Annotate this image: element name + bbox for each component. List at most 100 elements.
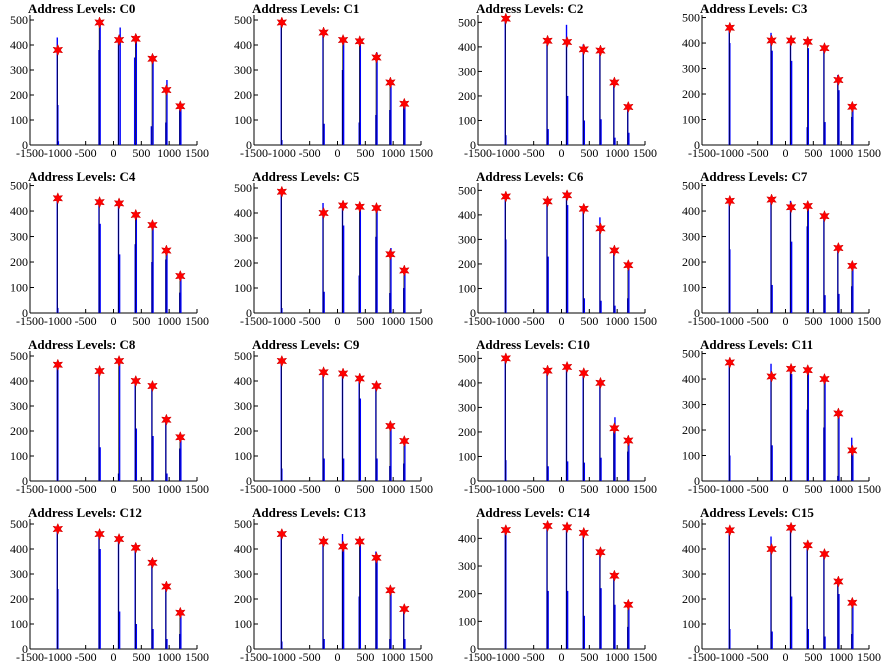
- peak-marker: [337, 367, 349, 380]
- peak-marker: [398, 264, 410, 277]
- chart-title: Address Levels: C15: [700, 505, 814, 520]
- chart-svg: Address Levels: C13 0 100 200 300 400 500 -1500…: [234, 505, 433, 664]
- peak-marker: [766, 542, 777, 556]
- x-tick-label: 500: [580, 146, 598, 160]
- y-tick-label: 400: [10, 542, 28, 556]
- peak-marker: [578, 526, 590, 540]
- x-tick-label: -1000: [268, 314, 296, 328]
- peak-marker: [174, 100, 186, 113]
- peak-marker: [846, 100, 858, 113]
- peak-marker: [113, 197, 125, 210]
- y-tick-label: 300: [458, 400, 476, 414]
- peak-marker: [174, 269, 186, 283]
- x-tick-label: 0: [111, 314, 117, 328]
- y-tick-label: 400: [234, 206, 252, 220]
- x-tick-label: -500: [747, 314, 769, 328]
- y-tick-label: 300: [458, 232, 476, 246]
- x-tick-label: 1500: [633, 146, 657, 160]
- x-tick-label: 0: [335, 146, 341, 160]
- peak-marker: [833, 73, 844, 87]
- peak-marker: [113, 354, 125, 368]
- y-tick-label: 500: [682, 179, 700, 193]
- y-tick-label: 500: [234, 181, 252, 195]
- chart-panel: Address Levels: C9 0 100 200 300 400 500 -1500-…: [224, 336, 448, 504]
- peak-marker: [52, 358, 64, 371]
- peak-marker: [724, 524, 736, 537]
- x-tick-label: 1500: [409, 650, 433, 664]
- x-tick-label: 0: [111, 146, 117, 160]
- y-tick-label: 0: [470, 642, 476, 656]
- x-tick-label: -1500: [464, 314, 492, 328]
- y-tick-label: 100: [458, 281, 476, 295]
- chart-svg: Address Levels: C10 0 100 200 300 400 500 -1500…: [458, 337, 657, 496]
- y-tick-label: 500: [458, 183, 476, 197]
- x-tick-label: 500: [356, 146, 374, 160]
- x-tick-label: -500: [299, 314, 321, 328]
- chart-panel: Address Levels: C12 0 100 200 300 400 500 -1500…: [0, 504, 224, 672]
- x-tick-label: 0: [335, 650, 341, 664]
- x-tick-label: -500: [75, 314, 97, 328]
- y-tick-label: 200: [682, 592, 700, 606]
- chart-panel: Address Levels: C1 0 100 200 300 400 500 -1500-…: [224, 0, 448, 168]
- x-tick-label: -1500: [16, 650, 44, 664]
- chart-panel: Address Levels: C5 0 100 200 300 400 500 -1500-…: [224, 168, 448, 336]
- x-tick-label: 1500: [857, 650, 881, 664]
- x-tick-label: 0: [559, 314, 565, 328]
- peak-marker: [147, 556, 158, 569]
- chart-panel: Address Levels: C4 0 100 200 300 400 500 -1500-…: [0, 168, 224, 336]
- chart-svg: Address Levels: C80100200300400500-1500-…: [10, 337, 209, 496]
- x-tick-label: -1000: [716, 314, 744, 328]
- peak-marker: [819, 41, 830, 55]
- x-tick-label: -1000: [268, 650, 296, 664]
- y-tick-label: 400: [458, 376, 476, 390]
- y-tick-label: 300: [234, 231, 252, 245]
- y-tick-label: 300: [234, 399, 252, 413]
- peak-marker: [318, 26, 329, 39]
- x-tick-label: 1000: [381, 146, 405, 160]
- x-tick-label: -1500: [240, 146, 268, 160]
- chart-title: Address Levels: C5: [252, 169, 360, 184]
- peak-marker: [385, 419, 396, 433]
- peak-marker: [833, 241, 844, 255]
- y-tick-label: 0: [22, 306, 28, 320]
- x-tick-label: -1000: [492, 650, 520, 664]
- x-tick-label: 0: [111, 650, 117, 664]
- peak-marker: [130, 541, 142, 554]
- x-tick-label: 500: [804, 146, 822, 160]
- y-tick-label: 0: [22, 642, 28, 656]
- peak-marker: [161, 580, 172, 593]
- x-tick-label: 1000: [157, 482, 181, 496]
- y-tick-label: 0: [246, 306, 252, 320]
- x-tick-label: 1500: [633, 314, 657, 328]
- chart-panel: Address Levels: C7 0 100 200 300 400 500 -1500-…: [672, 168, 896, 336]
- peak-marker: [578, 202, 590, 215]
- y-tick-label: 300: [682, 567, 700, 581]
- peak-marker: [174, 606, 186, 619]
- x-tick-label: 1500: [857, 482, 881, 496]
- y-tick-label: 300: [10, 399, 28, 413]
- y-tick-label: 500: [682, 11, 700, 25]
- x-tick-label: 1000: [157, 146, 181, 160]
- x-tick-label: -1500: [240, 482, 268, 496]
- peak-marker: [802, 199, 814, 213]
- x-tick-label: 1000: [605, 650, 629, 664]
- peak-marker: [802, 363, 814, 377]
- y-tick-label: 0: [470, 474, 476, 488]
- y-tick-label: 0: [22, 474, 28, 488]
- y-tick-label: 300: [234, 63, 252, 77]
- y-tick-label: 100: [458, 614, 476, 628]
- x-tick-label: 500: [132, 314, 150, 328]
- x-tick-label: 0: [783, 146, 789, 160]
- x-tick-label: 0: [111, 482, 117, 496]
- chart-title: Address Levels: C6: [476, 169, 584, 184]
- peak-marker: [52, 43, 64, 57]
- x-tick-label: 0: [783, 650, 789, 664]
- peak-marker: [622, 100, 634, 114]
- peak-marker: [542, 364, 553, 377]
- y-tick-label: 500: [458, 351, 476, 365]
- y-tick-label: 300: [682, 230, 700, 244]
- peak-marker: [276, 16, 288, 29]
- x-tick-label: 1500: [409, 482, 433, 496]
- x-tick-label: -1000: [268, 482, 296, 496]
